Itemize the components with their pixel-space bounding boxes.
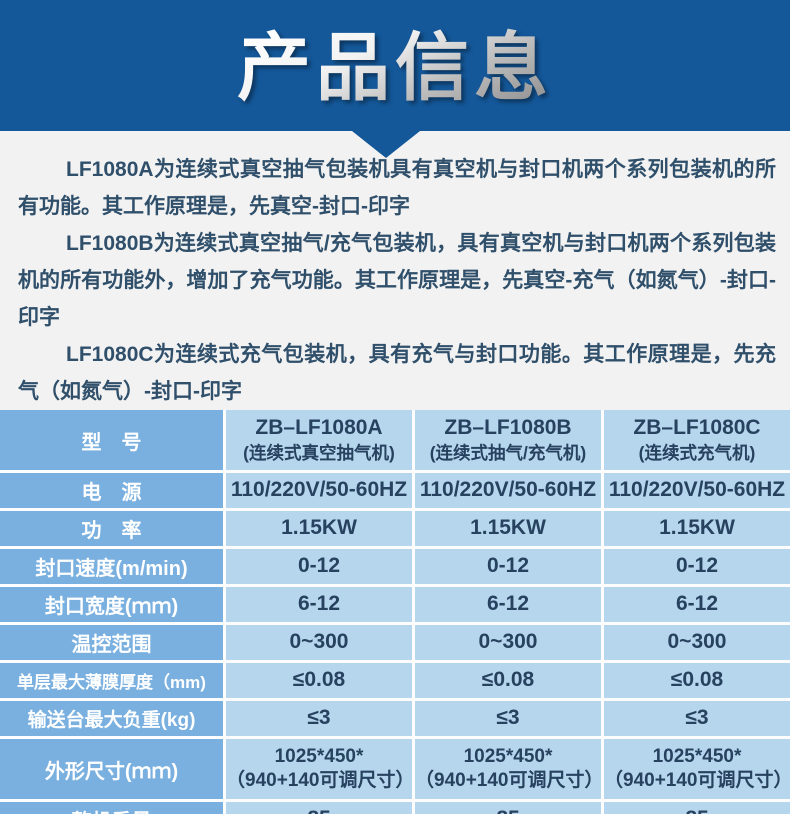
temp-range-value-c: 0~300 <box>604 625 790 660</box>
dimensions-value-a: 1025*450* （940+140可调尺寸） <box>226 739 415 799</box>
weight-value-c: 85 <box>604 802 790 814</box>
sealing-width-value-a: 6-12 <box>226 587 412 622</box>
banner-pointer-triangle <box>352 131 420 158</box>
film-thickness-value-b: ≤0.08 <box>415 663 601 698</box>
sealing-width-value-b: 6-12 <box>415 587 601 622</box>
power-value-a: 1.15KW <box>226 511 412 546</box>
row-label-dimensions: 外形尺寸(ｍｍ) <box>0 739 223 799</box>
power-value-c: 1.15KW <box>604 511 790 546</box>
row-label-power-source: 电 源 <box>0 473 223 508</box>
spec-header-model-c: ZB–LF1080C (连续式充气机) <box>604 410 790 470</box>
max-load-value-b: ≤3 <box>415 701 601 736</box>
description-paragraph-lf1080b: LF1080B为连续式真空抽气/充气包装机，具有真空机与封口机两个系列包装机的所… <box>18 232 776 329</box>
film-thickness-value-a: ≤0.08 <box>226 663 412 698</box>
weight-value-a: 85 <box>226 802 412 814</box>
max-load-value-a: ≤3 <box>226 701 412 736</box>
spec-header-model-a: ZB–LF1080A (连续式真空抽气机) <box>226 410 412 470</box>
power-source-value-b: 110/220V/50-60HZ <box>415 473 601 508</box>
row-label-power: 功 率 <box>0 511 223 546</box>
model-name-c: ZB–LF1080C <box>633 415 761 439</box>
model-name-b: ZB–LF1080B <box>444 415 572 439</box>
temp-range-value-a: 0~300 <box>226 625 412 660</box>
dimensions-value-c: 1025*450* （940+140可调尺寸） <box>604 739 790 799</box>
description-paragraph-lf1080c: LF1080C为连续式充气包装机，具有充气与封口功能。其工作原理是，先充气（如氮… <box>18 343 776 403</box>
film-thickness-value-c: ≤0.08 <box>604 663 790 698</box>
dimensions-value-b: 1025*450* （940+140可调尺寸） <box>415 739 604 799</box>
spec-header-model-label: 型 号 <box>0 410 223 470</box>
row-label-sealing-speed: 封口速度(m/min) <box>0 549 223 584</box>
page-title: 产品信息 <box>237 25 553 109</box>
row-label-film-thickness: 单层最大薄膜厚度（mm) <box>0 663 223 698</box>
row-label-max-load: 输送台最大负重(kg) <box>0 701 223 736</box>
header-banner: 产品信息 <box>0 0 790 158</box>
model-subtitle-c: (连续式充气机) <box>638 443 756 464</box>
model-subtitle-b: (连续式抽气/充气机) <box>429 443 587 464</box>
max-load-value-c: ≤3 <box>604 701 790 736</box>
spec-table: 型 号 ZB–LF1080A (连续式真空抽气机) ZB–LF1080B (连续… <box>0 410 790 814</box>
power-value-b: 1.15KW <box>415 511 601 546</box>
sealing-speed-value-b: 0-12 <box>415 549 601 584</box>
sealing-speed-value-c: 0-12 <box>604 549 790 584</box>
description-paragraph-lf1080a: LF1080A为连续式真空抽气包装机具有真空机与封口机两个系列包装机的所有功能。… <box>18 158 776 218</box>
weight-value-b: 85 <box>415 802 601 814</box>
model-name-a: ZB–LF1080A <box>255 415 383 439</box>
spec-header-model-b: ZB–LF1080B (连续式抽气/充气机) <box>415 410 601 470</box>
row-label-weight: 整机重量 <box>0 802 223 814</box>
row-label-sealing-width: 封口宽度(ｍｍ) <box>0 587 223 622</box>
temp-range-value-b: 0~300 <box>415 625 601 660</box>
product-description: LF1080A为连续式真空抽气包装机具有真空机与封口机两个系列包装机的所有功能。… <box>0 131 790 410</box>
power-source-value-c: 110/220V/50-60HZ <box>604 473 790 508</box>
model-subtitle-a: (连续式真空抽气机) <box>243 443 395 464</box>
sealing-speed-value-a: 0-12 <box>226 549 412 584</box>
sealing-width-value-c: 6-12 <box>604 587 790 622</box>
power-source-value-a: 110/220V/50-60HZ <box>226 473 412 508</box>
row-label-temp-range: 温控范围 <box>0 625 223 660</box>
